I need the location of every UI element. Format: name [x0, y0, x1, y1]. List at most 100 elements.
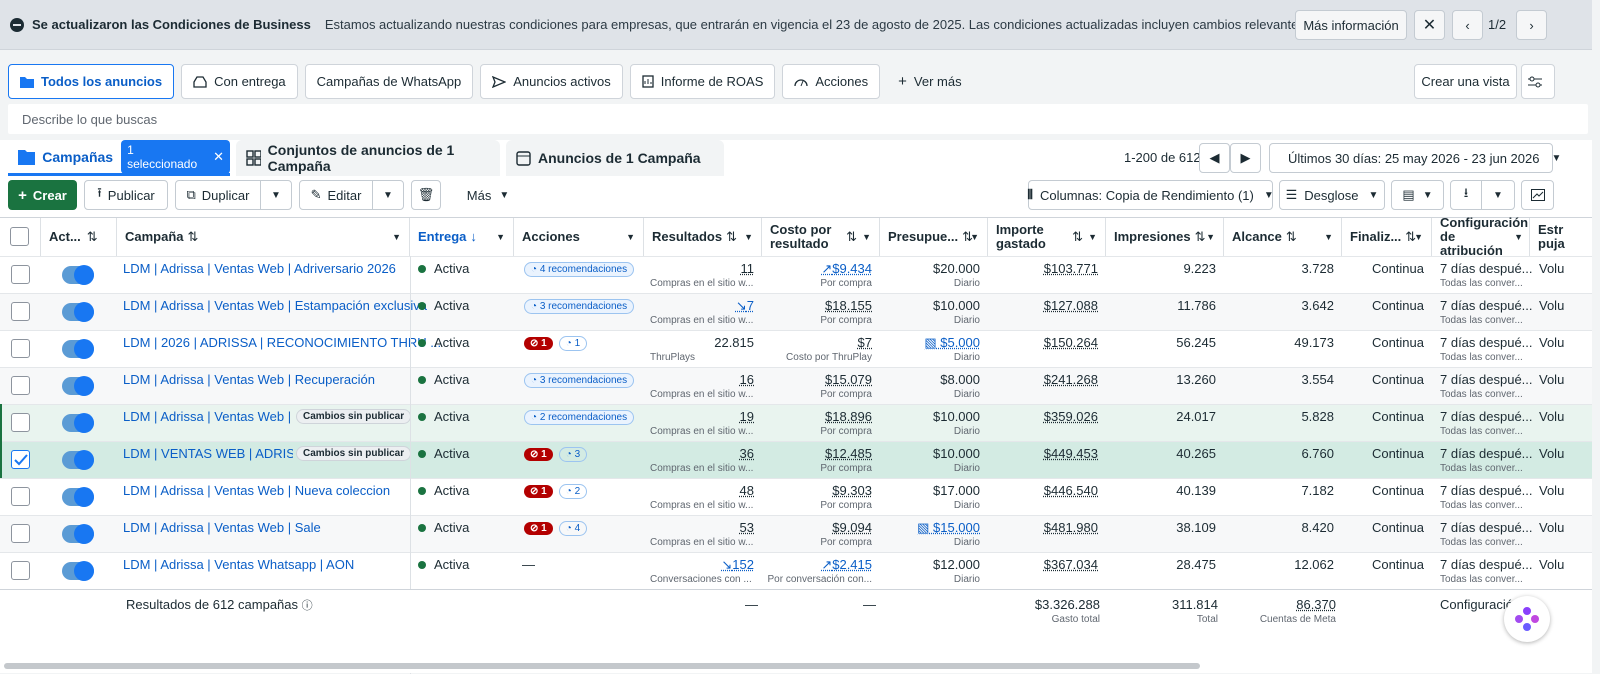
horizontal-scrollbar[interactable]: [4, 663, 1200, 669]
campaign-toggle[interactable]: [62, 265, 94, 285]
table-row[interactable]: LDM | Adrissa | Ventas Web | Recuperació…: [0, 367, 1592, 404]
column-header-active[interactable]: Act... ⇅: [41, 218, 117, 256]
create-button[interactable]: + Crear: [8, 180, 77, 210]
next-page-icon[interactable]: ▶: [1230, 143, 1261, 173]
budget-value[interactable]: $17.000: [933, 483, 980, 498]
table-row[interactable]: LDM | Adrissa | Ventas Web | Sale Activa…: [0, 515, 1592, 552]
column-header-bid[interactable]: Estr puja: [1530, 218, 1592, 256]
export-dropdown[interactable]: ▼: [1481, 180, 1515, 210]
row-checkbox[interactable]: [11, 450, 30, 469]
campaign-name-link[interactable]: LDM | Adrissa | Ventas Web | B...: [123, 409, 293, 424]
cost-value[interactable]: $12.485: [825, 446, 872, 461]
table-row[interactable]: LDM | Adrissa | Ventas Web | B... Cambio…: [0, 404, 1592, 441]
search-input[interactable]: Describe lo que buscas: [8, 104, 1588, 134]
table-row[interactable]: LDM | VENTAS WEB | ADRISS... Cambios sin…: [0, 441, 1592, 478]
campaign-toggle[interactable]: [62, 302, 94, 322]
campaign-toggle[interactable]: [62, 561, 94, 581]
campaign-name-link[interactable]: LDM | Adrissa | Ventas Web | Nueva colec…: [123, 483, 391, 498]
budget-value[interactable]: ▧ $5.000: [924, 335, 980, 351]
recommendation-count-badge[interactable]: ◔ 3: [558, 447, 588, 462]
row-checkbox[interactable]: [11, 413, 30, 432]
prev-page-icon[interactable]: ◀: [1199, 143, 1230, 173]
campaign-name-link[interactable]: LDM | Adrissa | Ventas Web | Recuperació…: [123, 372, 375, 387]
budget-value[interactable]: $8.000: [940, 372, 980, 387]
results-value[interactable]: 36: [740, 446, 754, 461]
campaign-toggle[interactable]: [62, 524, 94, 544]
view-tab-acciones[interactable]: Acciones: [782, 64, 881, 99]
column-header-delivery[interactable]: Entrega ↓ ▼: [410, 218, 514, 256]
reports-button[interactable]: ▤ ▼: [1391, 180, 1444, 210]
column-header-budget[interactable]: Presupue... ⇅ ▼: [880, 218, 988, 256]
cost-value[interactable]: $18.896: [825, 409, 872, 424]
more-info-button[interactable]: Más información: [1295, 10, 1407, 40]
row-checkbox[interactable]: [11, 302, 30, 321]
cost-value[interactable]: $9.094: [832, 520, 872, 535]
trash-icon[interactable]: 🗑: [411, 180, 441, 210]
campaign-name-link[interactable]: LDM | Adrissa | Ventas Web | Estampación…: [123, 298, 427, 313]
results-value[interactable]: 19: [740, 409, 754, 424]
close-icon[interactable]: ✕: [1414, 10, 1445, 40]
chart-icon[interactable]: [1521, 180, 1554, 210]
tab-ads[interactable]: Anuncios de 1 Campaña: [506, 140, 724, 176]
campaign-name-link[interactable]: LDM | Adrissa | Ventas Web | Adriversari…: [123, 261, 396, 276]
publish-button[interactable]: ⭱ Publicar: [84, 180, 168, 210]
budget-value[interactable]: $10.000: [933, 446, 980, 461]
row-checkbox[interactable]: [11, 265, 30, 284]
prev-icon[interactable]: ‹: [1452, 10, 1483, 40]
budget-value[interactable]: $10.000: [933, 298, 980, 313]
budget-value[interactable]: $12.000: [933, 557, 980, 572]
table-row[interactable]: LDM | Adrissa | Ventas Whatsapp | AON Ac…: [0, 552, 1592, 589]
date-range-picker[interactable]: Últimos 30 días: 25 may 2026 - 23 jun 20…: [1269, 143, 1561, 173]
results-value[interactable]: 22.815: [714, 335, 754, 350]
close-icon[interactable]: ✕: [213, 148, 224, 164]
issues-badges[interactable]: ⊘ 1 ◔ 4: [524, 519, 588, 536]
row-checkbox[interactable]: [11, 524, 30, 543]
column-header-spent[interactable]: Importe gastado ⇅ ▼: [988, 218, 1106, 256]
duplicate-dropdown[interactable]: ▼: [260, 180, 292, 210]
view-tab-todos[interactable]: Todos los anuncios: [8, 64, 175, 99]
budget-value[interactable]: ▧ $15.000: [917, 520, 980, 536]
results-value[interactable]: 48: [740, 483, 754, 498]
recommendations-badge[interactable]: ◔ 3 recomendaciones: [524, 371, 635, 388]
tab-campaigns[interactable]: Campañas 1 seleccionado ✕: [8, 139, 230, 176]
results-value[interactable]: 11: [741, 261, 755, 276]
select-all-checkbox[interactable]: [10, 227, 29, 246]
create-view-button[interactable]: Crear una vista: [1414, 64, 1517, 99]
campaign-name-link[interactable]: LDM | VENTAS WEB | ADRISS...: [123, 446, 293, 461]
columns-button[interactable]: ⦀ Columnas: Copia de Rendimiento (1) ▼: [1027, 180, 1274, 210]
sliders-icon[interactable]: [1521, 64, 1555, 99]
campaign-toggle[interactable]: [62, 413, 94, 433]
campaign-toggle[interactable]: [62, 376, 94, 396]
campaign-name-link[interactable]: LDM | Adrissa | Ventas Web | Sale: [123, 520, 321, 535]
budget-value[interactable]: $10.000: [933, 409, 980, 424]
issues-badges[interactable]: ⊘ 1 ◔ 3: [524, 445, 588, 462]
recommendation-count-badge[interactable]: ◔ 1: [558, 336, 588, 351]
row-checkbox[interactable]: [11, 339, 30, 358]
recommendations-badge[interactable]: ◔ 4 recomendaciones: [524, 260, 635, 277]
campaign-toggle[interactable]: [62, 339, 94, 359]
recommendations-badge[interactable]: ◔ 2 recomendaciones: [524, 408, 635, 425]
table-row[interactable]: LDM | Adrissa | Ventas Web | Estampación…: [0, 293, 1592, 330]
view-tab-anuncios-activos[interactable]: Anuncios activos: [480, 64, 623, 99]
row-checkbox[interactable]: [11, 561, 30, 580]
issues-badges[interactable]: ⊘ 1 ◔ 1: [524, 334, 588, 351]
column-header-results[interactable]: Resultados ⇅ ▼: [644, 218, 762, 256]
error-badge[interactable]: ⊘ 1: [524, 337, 553, 350]
cost-value[interactable]: $18.155: [825, 298, 872, 313]
results-value[interactable]: 16: [740, 372, 754, 387]
recommendation-count-badge[interactable]: ◔ 4: [558, 521, 588, 536]
view-tab-ver-mas[interactable]: + Ver más: [887, 64, 972, 99]
column-header-campaign[interactable]: Campaña ⇅ ▼: [117, 218, 410, 256]
cost-value[interactable]: $9.303: [832, 483, 872, 498]
campaign-name-link[interactable]: LDM | 2026 | ADRISSA | RECONOCIMIENTO TH…: [123, 335, 442, 350]
row-checkbox[interactable]: [11, 376, 30, 395]
next-icon[interactable]: ›: [1516, 10, 1547, 40]
recommendation-count-badge[interactable]: ◔ 2: [558, 484, 588, 499]
duplicate-button[interactable]: ⧉ Duplicar: [175, 180, 261, 210]
budget-value[interactable]: $20.000: [933, 261, 980, 276]
table-row[interactable]: LDM | Adrissa | Ventas Web | Adriversari…: [0, 256, 1592, 293]
column-header-cost[interactable]: Costo por resultado ⇅ ▼: [762, 218, 880, 256]
breakdown-button[interactable]: ☰ Desglose ▼: [1279, 180, 1385, 210]
column-header-ends[interactable]: Finaliz... ⇅ ▼: [1342, 218, 1432, 256]
campaign-name-link[interactable]: LDM | Adrissa | Ventas Whatsapp | AON: [123, 557, 355, 572]
